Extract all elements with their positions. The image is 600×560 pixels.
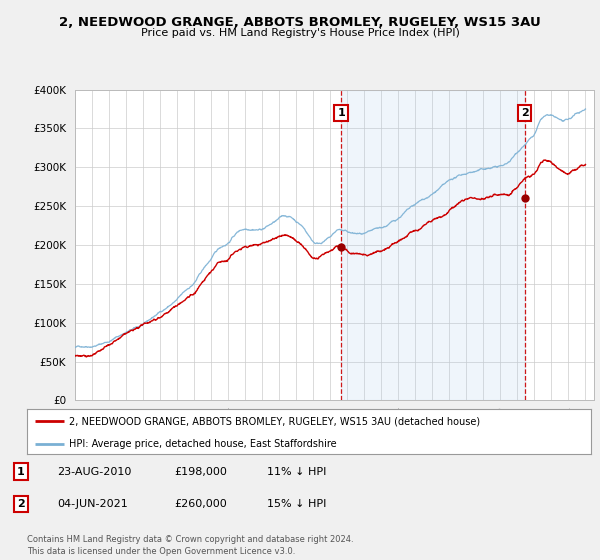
Bar	[341, 90, 524, 400]
Text: Price paid vs. HM Land Registry's House Price Index (HPI): Price paid vs. HM Land Registry's House …	[140, 28, 460, 38]
Text: £260,000: £260,000	[174, 499, 227, 509]
Text: 23-AUG-2010: 23-AUG-2010	[57, 466, 131, 477]
Text: 11% ↓ HPI: 11% ↓ HPI	[267, 466, 326, 477]
Text: 2, NEEDWOOD GRANGE, ABBOTS BROMLEY, RUGELEY, WS15 3AU (detached house): 2, NEEDWOOD GRANGE, ABBOTS BROMLEY, RUGE…	[70, 416, 481, 426]
Text: HPI: Average price, detached house, East Staffordshire: HPI: Average price, detached house, East…	[70, 438, 337, 449]
Text: 2: 2	[17, 499, 25, 509]
Text: Contains HM Land Registry data © Crown copyright and database right 2024.
This d: Contains HM Land Registry data © Crown c…	[27, 535, 353, 556]
Text: £198,000: £198,000	[174, 466, 227, 477]
Text: 15% ↓ HPI: 15% ↓ HPI	[267, 499, 326, 509]
Text: 1: 1	[337, 108, 345, 118]
Text: 04-JUN-2021: 04-JUN-2021	[57, 499, 128, 509]
Text: 1: 1	[17, 466, 25, 477]
Text: 2: 2	[521, 108, 529, 118]
Text: 2, NEEDWOOD GRANGE, ABBOTS BROMLEY, RUGELEY, WS15 3AU: 2, NEEDWOOD GRANGE, ABBOTS BROMLEY, RUGE…	[59, 16, 541, 29]
